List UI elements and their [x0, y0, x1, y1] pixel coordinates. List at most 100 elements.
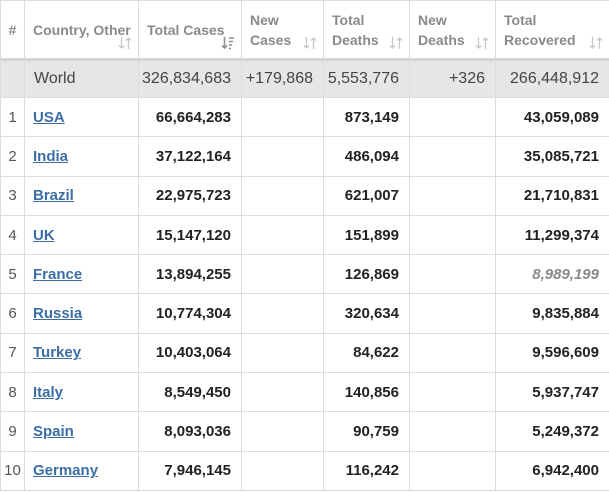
rank-cell: 4 — [0, 214, 25, 256]
header-country-label: Country, Other — [33, 21, 131, 38]
total-cases-cell: 66,664,283 — [138, 96, 242, 138]
total-recovered-cell: 21,710,831 — [495, 175, 609, 216]
rank-cell: 1 — [0, 96, 25, 138]
total-deaths-cell: 621,007 — [323, 175, 410, 216]
sort-arrows-icon — [389, 37, 403, 49]
header-total-deaths[interactable]: Total Deaths — [323, 0, 410, 61]
table-row: 5 France 13,894,255 126,869 8,989,199 — [0, 254, 609, 295]
new-deaths-cell — [409, 136, 496, 177]
header-new-deaths-label: New Deaths — [418, 11, 465, 48]
rank-cell: 10 — [0, 450, 25, 491]
header-total-cases-label: Total Cases — [147, 21, 225, 38]
header-total-recovered[interactable]: Total Recovered — [495, 0, 609, 61]
world-row: World 326,834,683 +179,868 5,553,776 +32… — [0, 59, 609, 98]
total-recovered-cell: 9,596,609 — [495, 332, 609, 374]
table-row: 3 Brazil 22,975,723 621,007 21,710,831 — [0, 175, 609, 216]
country-link[interactable]: Germany — [33, 462, 99, 480]
total-cases-cell: 37,122,164 — [138, 136, 242, 177]
table-row: 9 Spain 8,093,036 90,759 5,249,372 — [0, 411, 609, 452]
rank-cell: 6 — [0, 293, 25, 334]
total-deaths-cell: 151,899 — [323, 214, 410, 256]
world-rank-cell — [0, 59, 25, 98]
new-cases-cell — [241, 332, 324, 374]
total-cases-cell: 10,774,304 — [138, 293, 242, 334]
new-deaths-cell — [409, 332, 496, 374]
country-link[interactable]: Italy — [33, 383, 64, 401]
new-deaths-cell — [409, 214, 496, 256]
new-deaths-cell — [409, 372, 496, 413]
rank-cell: 7 — [0, 332, 25, 374]
total-recovered-cell: 11,299,374 — [495, 214, 609, 256]
total-recovered-cell: 35,085,721 — [495, 136, 609, 177]
new-cases-cell — [241, 450, 324, 491]
country-cell: Italy — [24, 372, 139, 413]
world-new-deaths-cell: +326 — [409, 59, 496, 98]
country-cell: France — [24, 254, 139, 295]
country-link[interactable]: Spain — [33, 423, 74, 441]
new-cases-cell — [241, 214, 324, 256]
new-deaths-cell — [409, 175, 496, 216]
header-new-cases[interactable]: New Cases — [241, 0, 324, 61]
country-link[interactable]: Russia — [33, 305, 83, 323]
total-recovered-cell: 5,937,747 — [495, 372, 609, 413]
total-deaths-cell: 140,856 — [323, 372, 410, 413]
new-cases-cell — [241, 175, 324, 216]
rank-cell: 3 — [0, 175, 25, 216]
sort-descending-icon — [221, 37, 234, 50]
header-total-deaths-label: Total Deaths — [332, 11, 379, 48]
sort-arrows-icon — [589, 37, 603, 49]
total-recovered-cell: 6,942,400 — [495, 450, 609, 491]
country-link[interactable]: Turkey — [33, 344, 82, 362]
total-cases-cell: 8,549,450 — [138, 372, 242, 413]
world-total-cases-cell: 326,834,683 — [138, 59, 242, 98]
new-cases-cell — [241, 96, 324, 138]
table-row: 2 India 37,122,164 486,094 35,085,721 — [0, 136, 609, 177]
total-deaths-cell: 320,634 — [323, 293, 410, 334]
world-total-deaths-cell: 5,553,776 — [323, 59, 410, 98]
total-recovered-cell: 43,059,089 — [495, 96, 609, 138]
header-rank[interactable]: # — [0, 0, 25, 61]
header-country[interactable]: Country, Other — [24, 0, 139, 61]
header-new-deaths[interactable]: New Deaths — [409, 0, 496, 61]
table-row: 7 Turkey 10,403,064 84,622 9,596,609 — [0, 332, 609, 374]
sort-arrows-icon — [303, 37, 317, 49]
country-link[interactable]: USA — [33, 108, 65, 126]
table-row: 1 USA 66,664,283 873,149 43,059,089 — [0, 96, 609, 138]
world-new-cases-cell: +179,868 — [241, 59, 324, 98]
rank-cell: 9 — [0, 411, 25, 452]
rank-cell: 8 — [0, 372, 25, 413]
total-cases-cell: 22,975,723 — [138, 175, 242, 216]
rank-cell: 2 — [0, 136, 25, 177]
sort-arrows-icon — [475, 37, 489, 49]
world-total-recovered-cell: 266,448,912 — [495, 59, 609, 98]
total-recovered-cell: 8,989,199 — [495, 254, 609, 295]
table-row: 10 Germany 7,946,145 116,242 6,942,400 — [0, 450, 609, 491]
country-cell: Turkey — [24, 332, 139, 374]
table-row: 4 UK 15,147,120 151,899 11,299,374 — [0, 214, 609, 256]
country-cell: USA — [24, 96, 139, 138]
header-total-cases[interactable]: Total Cases — [138, 0, 242, 61]
country-link[interactable]: India — [33, 147, 69, 165]
country-cell: Spain — [24, 411, 139, 452]
table-row: 6 Russia 10,774,304 320,634 9,835,884 — [0, 293, 609, 334]
country-link[interactable]: Brazil — [33, 187, 74, 205]
country-link[interactable]: France — [33, 265, 83, 283]
header-new-cases-label: New Cases — [250, 11, 292, 48]
total-deaths-cell: 873,149 — [323, 96, 410, 138]
new-cases-cell — [241, 411, 324, 452]
total-deaths-cell: 84,622 — [323, 332, 410, 374]
sort-arrows-icon — [118, 37, 132, 49]
country-link[interactable]: UK — [33, 226, 55, 244]
total-deaths-cell: 90,759 — [323, 411, 410, 452]
total-cases-cell: 8,093,036 — [138, 411, 242, 452]
world-name-cell: World — [24, 59, 139, 98]
total-cases-cell: 13,894,255 — [138, 254, 242, 295]
header-total-recovered-label: Total Recovered — [504, 11, 576, 48]
total-cases-cell: 15,147,120 — [138, 214, 242, 256]
total-deaths-cell: 116,242 — [323, 450, 410, 491]
table-row: 8 Italy 8,549,450 140,856 5,937,747 — [0, 372, 609, 413]
total-recovered-cell: 5,249,372 — [495, 411, 609, 452]
new-deaths-cell — [409, 411, 496, 452]
new-cases-cell — [241, 293, 324, 334]
